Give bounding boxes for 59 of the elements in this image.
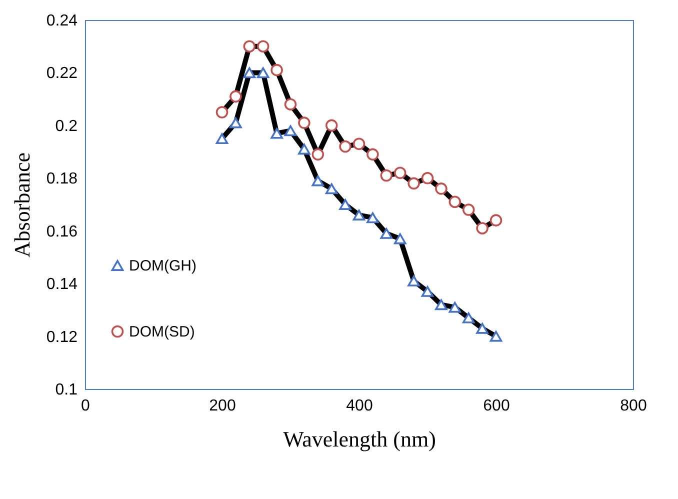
point — [270, 128, 283, 139]
point — [298, 116, 310, 129]
point — [366, 212, 379, 224]
point — [298, 144, 310, 155]
point — [435, 299, 448, 310]
point — [325, 119, 338, 132]
point — [476, 322, 488, 334]
point — [421, 286, 434, 297]
point — [230, 117, 242, 128]
point — [380, 169, 393, 182]
x-tick-label: 600 — [483, 398, 510, 414]
point — [435, 182, 448, 195]
x-tick-label: 0 — [81, 398, 90, 414]
point — [462, 204, 475, 216]
point — [490, 214, 502, 226]
point — [394, 233, 406, 244]
y-tick-label: 0.12 — [46, 328, 78, 346]
x-tick-label: 400 — [346, 398, 373, 414]
point — [312, 148, 324, 161]
point — [243, 67, 256, 78]
point — [256, 67, 270, 78]
y-tick-label: 0.1 — [55, 382, 78, 398]
point — [312, 175, 324, 186]
point — [352, 138, 366, 150]
legend-label: DOM(SD) — [129, 324, 195, 340]
point — [216, 133, 228, 144]
point — [339, 199, 352, 210]
y-tick-label: 0.22 — [46, 65, 78, 82]
point — [380, 228, 393, 239]
point — [462, 312, 475, 324]
point — [352, 210, 366, 220]
point — [284, 125, 297, 136]
y-tick-label: 0.14 — [46, 276, 78, 294]
point — [408, 177, 420, 190]
point — [408, 275, 420, 286]
legend-label: DOM(GH) — [129, 258, 196, 274]
y-axis-title: Absorbance — [9, 152, 34, 258]
point — [256, 40, 270, 52]
point — [230, 90, 242, 103]
point — [325, 183, 338, 194]
point — [243, 40, 256, 52]
point — [339, 140, 352, 153]
point — [448, 302, 462, 313]
point — [476, 222, 488, 234]
point — [270, 64, 283, 76]
y-tick-label: 0.24 — [46, 12, 78, 30]
point — [490, 330, 502, 342]
point — [394, 166, 406, 180]
x-axis-title: Wavelength (nm) — [283, 426, 436, 452]
x-tick-label: 800 — [620, 398, 647, 414]
x-tick-label: 200 — [209, 398, 236, 414]
y-tick-label: 0.16 — [46, 223, 78, 240]
point — [216, 106, 228, 118]
y-tick-label: 0.18 — [46, 170, 78, 188]
point — [421, 172, 434, 184]
point — [448, 196, 462, 208]
y-tick-label: 0.2 — [55, 118, 78, 135]
point — [366, 148, 379, 161]
point — [284, 98, 297, 110]
